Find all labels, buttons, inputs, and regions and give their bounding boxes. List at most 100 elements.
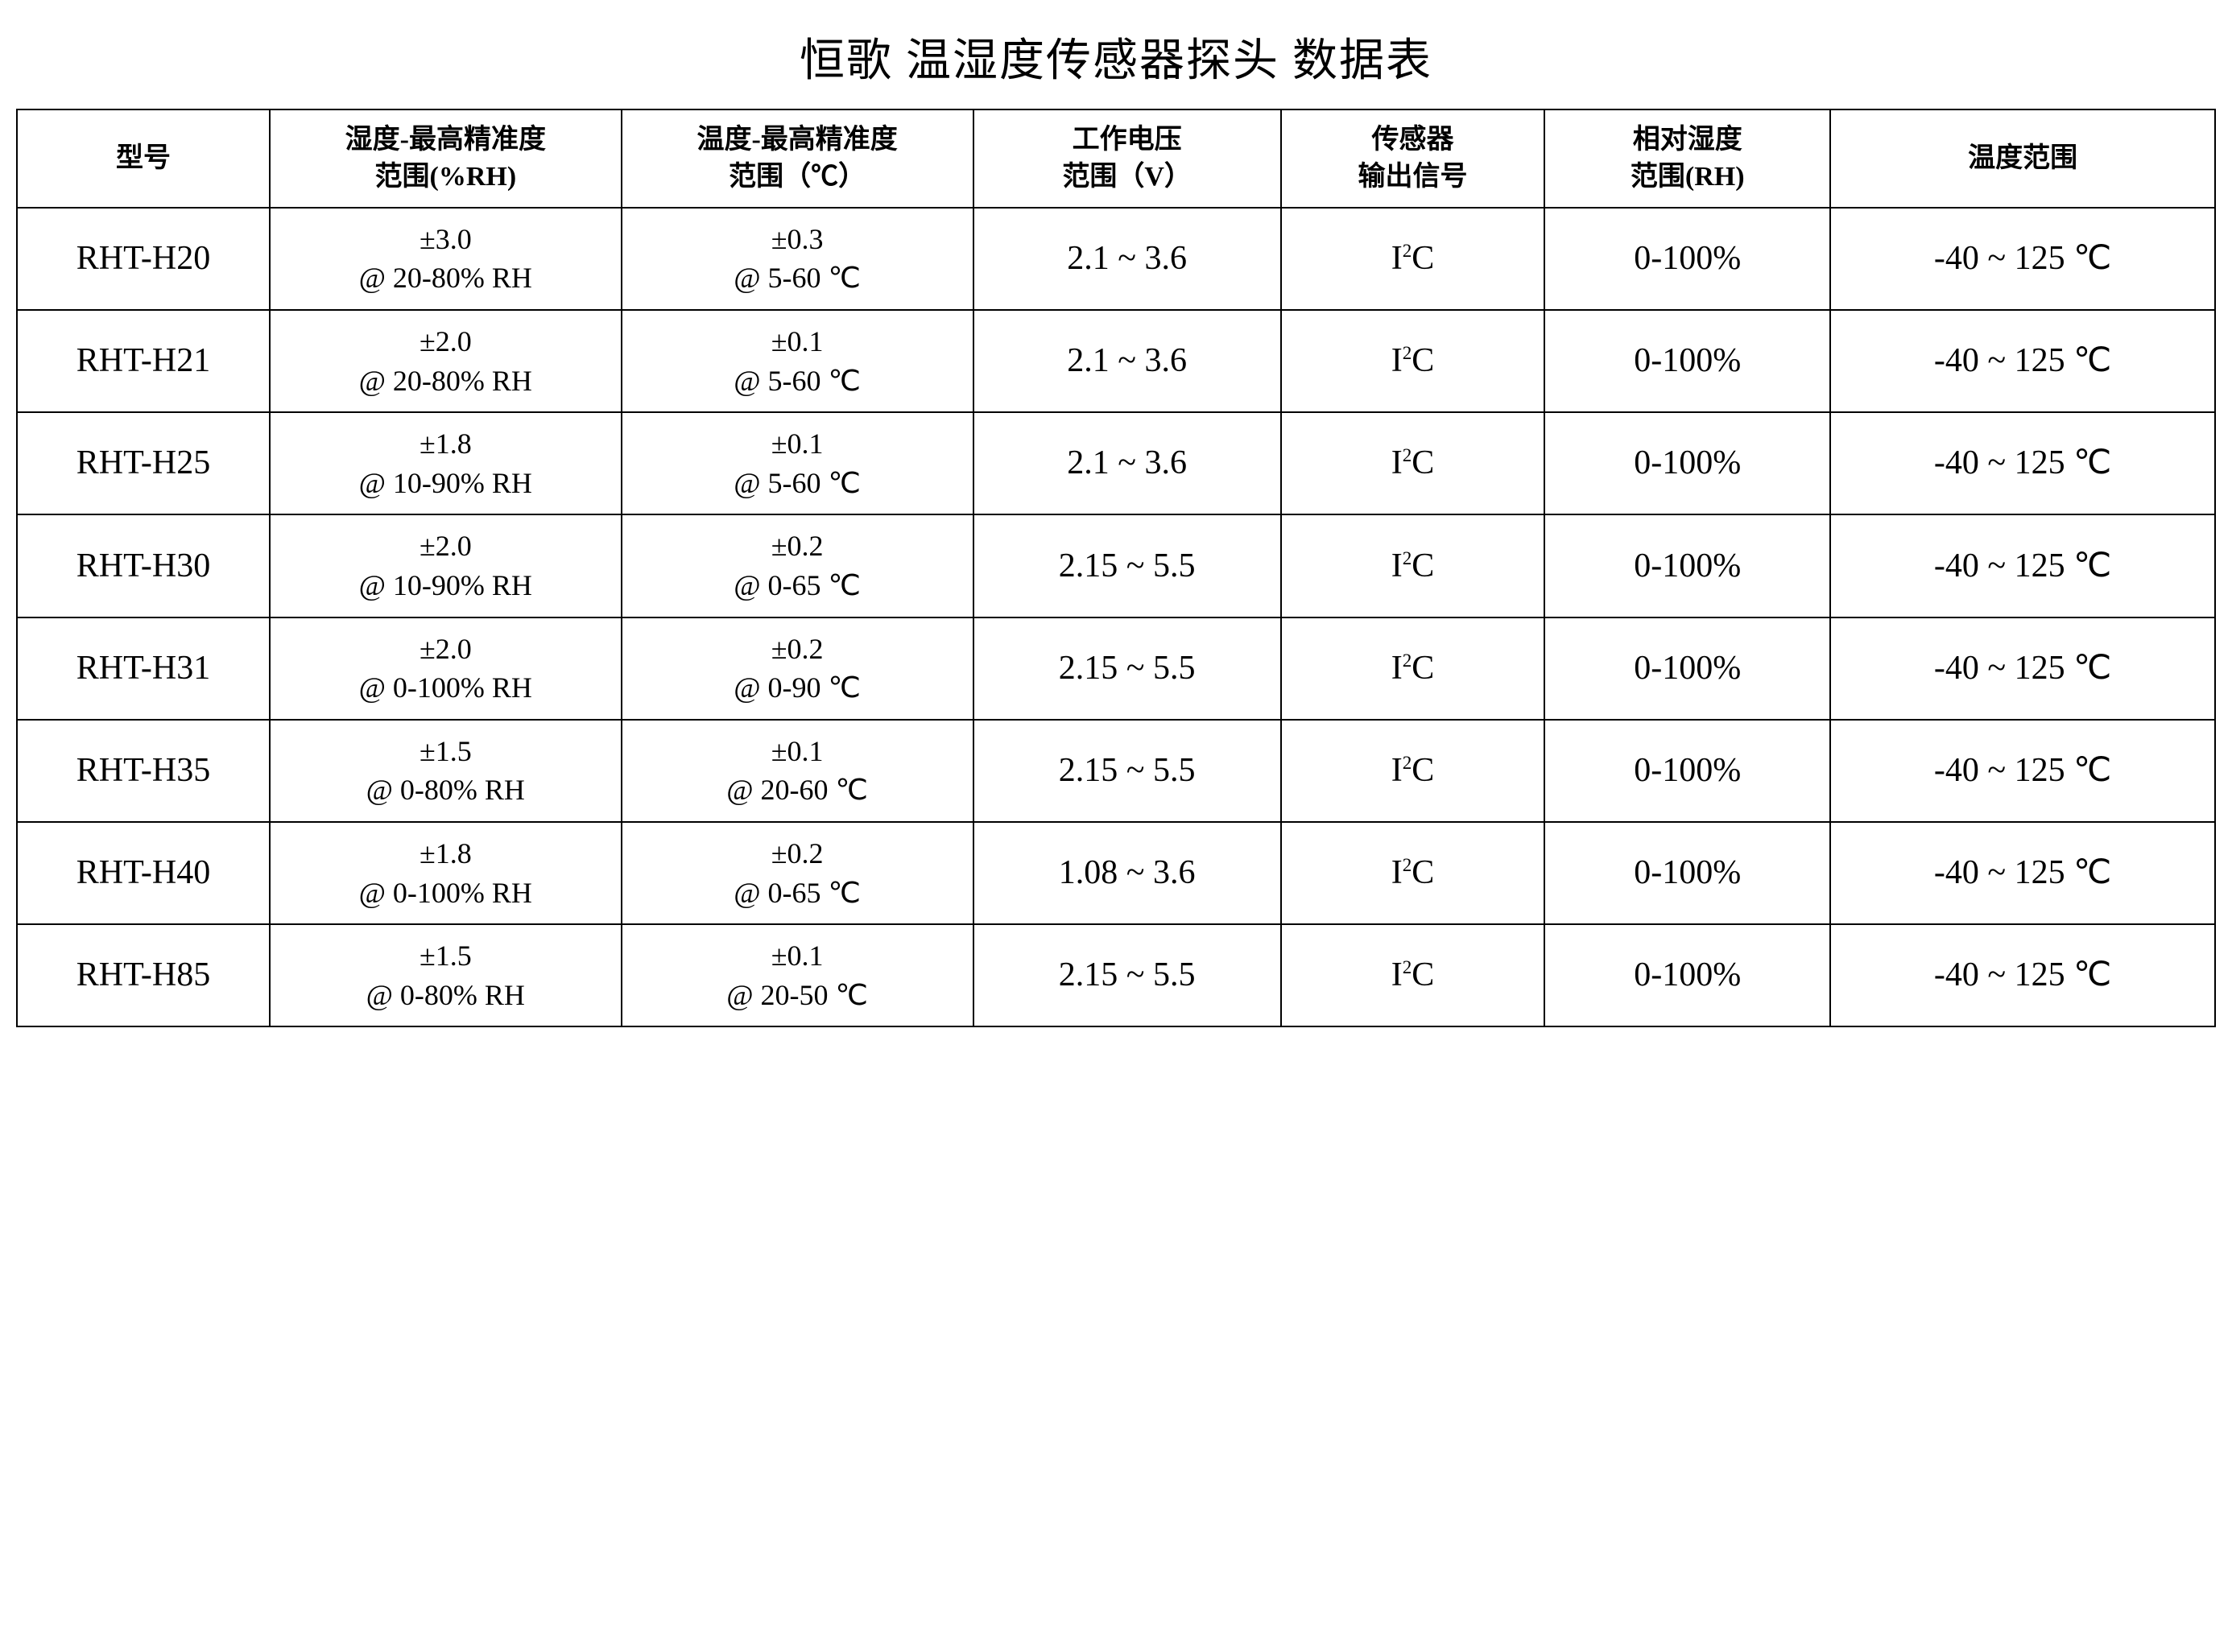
- humidity-line2: @ 0-80% RH: [277, 770, 614, 810]
- cell-humidity-accuracy: ±1.5@ 0-80% RH: [270, 924, 622, 1026]
- table-row: RHT-H35±1.5@ 0-80% RH±0.1@ 20-60 ℃2.15 ~…: [17, 720, 2215, 822]
- temp-line2: @ 20-50 ℃: [629, 976, 966, 1015]
- col-header-humidity: 湿度-最高精准度 范围(%RH): [270, 109, 622, 208]
- cell-humidity-accuracy: ±2.0@ 0-100% RH: [270, 617, 622, 720]
- header-text: 型号: [116, 143, 171, 173]
- header-text-l1: 工作电压: [1073, 125, 1182, 155]
- cell-voltage: 2.15 ~ 5.5: [973, 514, 1281, 617]
- humidity-line1: ±2.0: [277, 527, 614, 566]
- temp-line1: ±0.1: [629, 936, 966, 976]
- table-row: RHT-H31±2.0@ 0-100% RH±0.2@ 0-90 ℃2.15 ~…: [17, 617, 2215, 720]
- header-text-l2: 范围(RH): [1631, 162, 1745, 192]
- header-text-l2: 范围(%RH): [375, 162, 517, 192]
- cell-temp-range: -40 ~ 125 ℃: [1830, 514, 2215, 617]
- cell-humidity-accuracy: ±1.8@ 0-100% RH: [270, 822, 622, 924]
- cell-voltage: 2.1 ~ 3.6: [973, 412, 1281, 514]
- humidity-line2: @ 10-90% RH: [277, 464, 614, 503]
- col-header-signal: 传感器 输出信号: [1281, 109, 1545, 208]
- temp-line1: ±0.1: [629, 424, 966, 464]
- humidity-line1: ±3.0: [277, 220, 614, 259]
- cell-model: RHT-H25: [17, 412, 270, 514]
- cell-model: RHT-H35: [17, 720, 270, 822]
- cell-model: RHT-H85: [17, 924, 270, 1026]
- cell-temp-range: -40 ~ 125 ℃: [1830, 617, 2215, 720]
- humidity-line1: ±1.5: [277, 936, 614, 976]
- cell-temp-range: -40 ~ 125 ℃: [1830, 208, 2215, 310]
- cell-temp-range: -40 ~ 125 ℃: [1830, 310, 2215, 412]
- temp-line1: ±0.1: [629, 322, 966, 361]
- temp-line1: ±0.1: [629, 732, 966, 771]
- cell-voltage: 2.15 ~ 5.5: [973, 924, 1281, 1026]
- cell-humidity-accuracy: ±3.0@ 20-80% RH: [270, 208, 622, 310]
- temp-line2: @ 5-60 ℃: [629, 464, 966, 503]
- temp-line2: @ 0-65 ℃: [629, 566, 966, 605]
- cell-model: RHT-H40: [17, 822, 270, 924]
- temp-line1: ±0.3: [629, 220, 966, 259]
- humidity-line1: ±2.0: [277, 630, 614, 669]
- header-text-l2: 输出信号: [1358, 162, 1468, 192]
- cell-temperature-accuracy: ±0.2@ 0-65 ℃: [622, 514, 973, 617]
- humidity-line2: @ 20-80% RH: [277, 361, 614, 401]
- cell-rh-range: 0-100%: [1544, 412, 1830, 514]
- humidity-line2: @ 0-100% RH: [277, 668, 614, 708]
- col-header-rh-range: 相对湿度 范围(RH): [1544, 109, 1830, 208]
- cell-rh-range: 0-100%: [1544, 822, 1830, 924]
- header-text-l1: 温度-最高精准度: [696, 125, 897, 155]
- table-row: RHT-H30±2.0@ 10-90% RH±0.2@ 0-65 ℃2.15 ~…: [17, 514, 2215, 617]
- humidity-line2: @ 10-90% RH: [277, 566, 614, 605]
- humidity-line2: @ 0-80% RH: [277, 976, 614, 1015]
- table-row: RHT-H25±1.8@ 10-90% RH±0.1@ 5-60 ℃2.1 ~ …: [17, 412, 2215, 514]
- cell-temperature-accuracy: ±0.1@ 20-60 ℃: [622, 720, 973, 822]
- cell-rh-range: 0-100%: [1544, 720, 1830, 822]
- table-row: RHT-H20±3.0@ 20-80% RH±0.3@ 5-60 ℃2.1 ~ …: [17, 208, 2215, 310]
- table-header-row: 型号 湿度-最高精准度 范围(%RH) 温度-最高精准度 范围（℃） 工作电压 …: [17, 109, 2215, 208]
- cell-temperature-accuracy: ±0.1@ 5-60 ℃: [622, 310, 973, 412]
- cell-temp-range: -40 ~ 125 ℃: [1830, 412, 2215, 514]
- cell-signal: I2C: [1281, 720, 1545, 822]
- sensor-data-table: 型号 湿度-最高精准度 范围(%RH) 温度-最高精准度 范围（℃） 工作电压 …: [16, 109, 2216, 1027]
- temp-line2: @ 5-60 ℃: [629, 361, 966, 401]
- cell-temperature-accuracy: ±0.3@ 5-60 ℃: [622, 208, 973, 310]
- temp-line1: ±0.2: [629, 527, 966, 566]
- cell-signal: I2C: [1281, 310, 1545, 412]
- cell-voltage: 2.15 ~ 5.5: [973, 617, 1281, 720]
- cell-signal: I2C: [1281, 617, 1545, 720]
- cell-rh-range: 0-100%: [1544, 208, 1830, 310]
- humidity-line1: ±1.5: [277, 732, 614, 771]
- temp-line2: @ 0-65 ℃: [629, 873, 966, 913]
- header-text-l1: 湿度-最高精准度: [345, 125, 546, 155]
- cell-voltage: 2.15 ~ 5.5: [973, 720, 1281, 822]
- cell-temperature-accuracy: ±0.2@ 0-90 ℃: [622, 617, 973, 720]
- cell-humidity-accuracy: ±2.0@ 20-80% RH: [270, 310, 622, 412]
- table-header: 型号 湿度-最高精准度 范围(%RH) 温度-最高精准度 范围（℃） 工作电压 …: [17, 109, 2215, 208]
- header-text: 温度范围: [1968, 143, 2077, 173]
- cell-temp-range: -40 ~ 125 ℃: [1830, 924, 2215, 1026]
- cell-model: RHT-H20: [17, 208, 270, 310]
- cell-rh-range: 0-100%: [1544, 514, 1830, 617]
- humidity-line2: @ 0-100% RH: [277, 873, 614, 913]
- cell-temperature-accuracy: ±0.2@ 0-65 ℃: [622, 822, 973, 924]
- datasheet-page: 恒歌 温湿度传感器探头 数据表 型号 湿度-最高精准度 范围(%RH) 温度-最…: [16, 24, 2216, 1027]
- cell-signal: I2C: [1281, 208, 1545, 310]
- cell-signal: I2C: [1281, 514, 1545, 617]
- table-body: RHT-H20±3.0@ 20-80% RH±0.3@ 5-60 ℃2.1 ~ …: [17, 208, 2215, 1027]
- cell-voltage: 2.1 ~ 3.6: [973, 208, 1281, 310]
- cell-humidity-accuracy: ±1.8@ 10-90% RH: [270, 412, 622, 514]
- temp-line2: @ 0-90 ℃: [629, 668, 966, 708]
- temp-line1: ±0.2: [629, 834, 966, 873]
- cell-model: RHT-H21: [17, 310, 270, 412]
- humidity-line1: ±1.8: [277, 834, 614, 873]
- cell-model: RHT-H30: [17, 514, 270, 617]
- cell-signal: I2C: [1281, 412, 1545, 514]
- col-header-temp-range: 温度范围: [1830, 109, 2215, 208]
- table-row: RHT-H21±2.0@ 20-80% RH±0.1@ 5-60 ℃2.1 ~ …: [17, 310, 2215, 412]
- header-text-l1: 相对湿度: [1633, 125, 1742, 155]
- cell-humidity-accuracy: ±2.0@ 10-90% RH: [270, 514, 622, 617]
- cell-voltage: 2.1 ~ 3.6: [973, 310, 1281, 412]
- temp-line2: @ 5-60 ℃: [629, 258, 966, 298]
- table-row: RHT-H40±1.8@ 0-100% RH±0.2@ 0-65 ℃1.08 ~…: [17, 822, 2215, 924]
- cell-temp-range: -40 ~ 125 ℃: [1830, 720, 2215, 822]
- cell-temp-range: -40 ~ 125 ℃: [1830, 822, 2215, 924]
- page-title: 恒歌 温湿度传感器探头 数据表: [16, 24, 2216, 89]
- cell-rh-range: 0-100%: [1544, 617, 1830, 720]
